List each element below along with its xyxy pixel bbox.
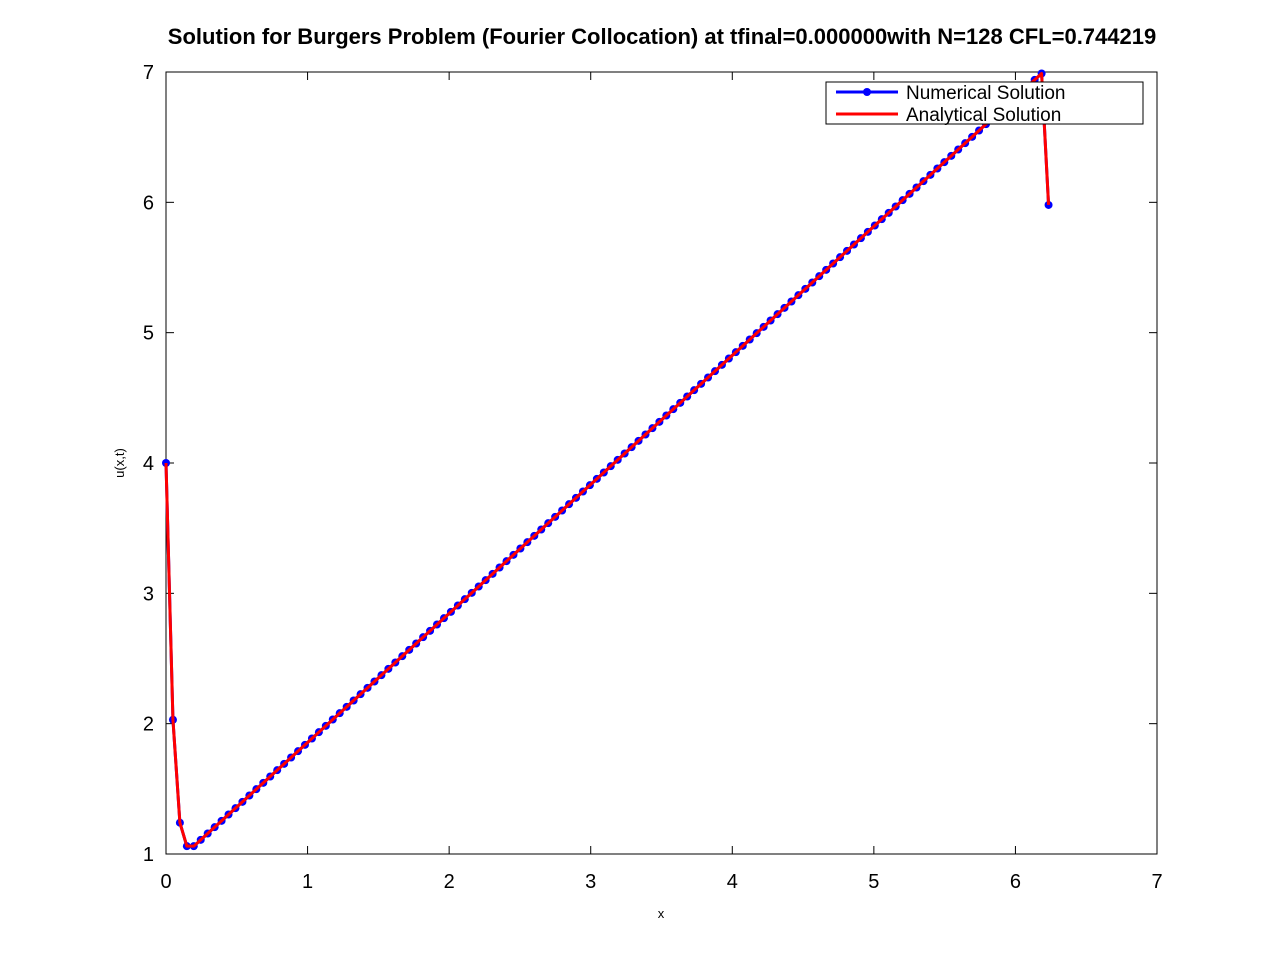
y-axis-label: u(x,t) [112, 448, 127, 478]
chart-title: Solution for Burgers Problem (Fourier Co… [168, 24, 1156, 49]
legend-box [825, 81, 1144, 125]
x-axis-label: x [658, 906, 665, 921]
x-tick-label: 4 [727, 871, 738, 893]
x-tick-label: 7 [1151, 871, 1162, 893]
y-tick-label: 1 [143, 844, 154, 866]
y-tick-label: 2 [143, 714, 154, 736]
y-tick-label: 4 [143, 453, 154, 475]
legend-numerical-label: Numerical Solution [906, 83, 1065, 104]
y-tick-label: 7 [143, 62, 154, 84]
series-analytical-line [164, 71, 1051, 848]
y-tick-label: 5 [143, 323, 154, 345]
legend: Numerical Solution Analytical Solution [825, 81, 1144, 126]
series-layer [162, 69, 1053, 851]
x-tick-label: 6 [1010, 871, 1021, 893]
plot-area [165, 71, 1158, 855]
x-tick-label: 5 [868, 871, 879, 893]
x-axis-ticks: 0 1 2 3 4 5 6 7 [160, 72, 1163, 893]
x-tick-label: 1 [302, 871, 313, 893]
x-tick-label: 0 [160, 871, 171, 893]
x-tick-label: 3 [585, 871, 596, 893]
legend-numerical-marker [863, 88, 871, 96]
x-tick-label: 2 [444, 871, 455, 893]
legend-analytical-label: Analytical Solution [906, 105, 1061, 126]
y-tick-label: 3 [143, 583, 154, 605]
y-tick-label: 6 [143, 192, 154, 214]
y-axis-ticks: 1 2 3 4 5 6 7 [143, 62, 1157, 866]
